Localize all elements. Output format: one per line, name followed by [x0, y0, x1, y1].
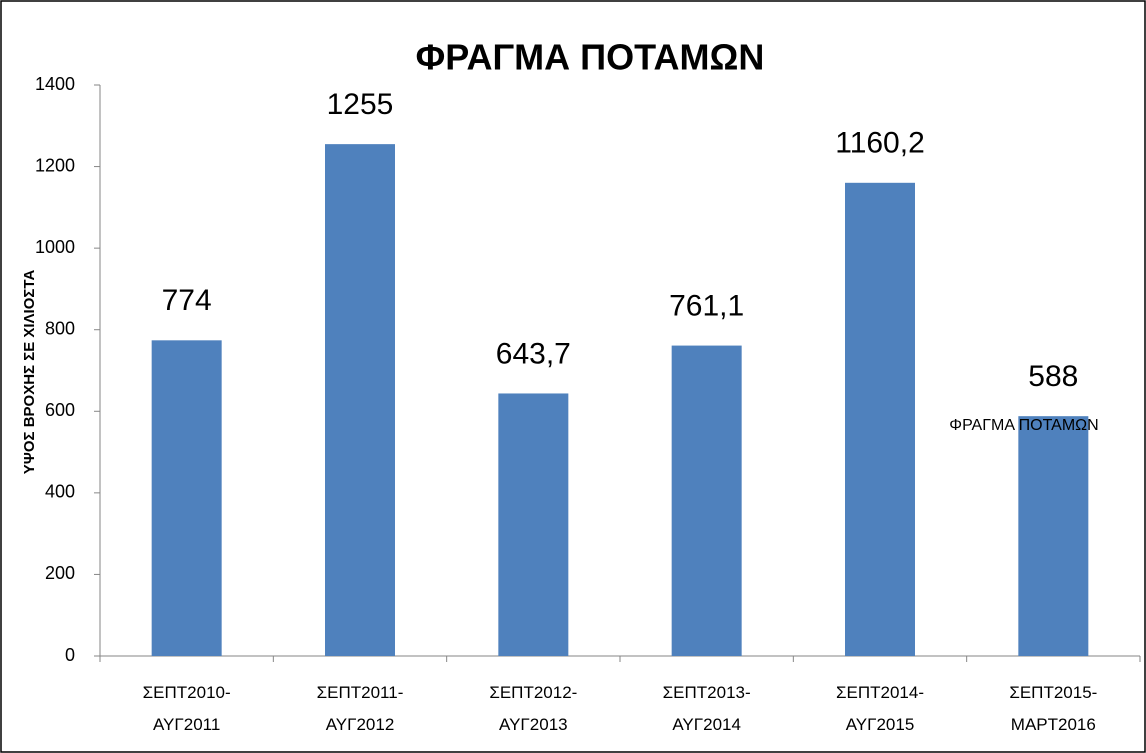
x-tick-label: ΣΕΠΤ2010-ΑΥΓ2011	[143, 683, 231, 734]
data-label: 1255	[327, 88, 394, 121]
y-tick-label: 600	[45, 400, 75, 420]
bar	[845, 182, 915, 656]
x-tick-label: ΣΕΠΤ2011-ΑΥΓ2012	[317, 683, 404, 734]
bar	[325, 144, 395, 656]
legend-label: ΦΡΑΓΜΑ ΠΟΤΑΜΩΝ	[949, 417, 1098, 434]
data-label: 643,7	[496, 337, 571, 370]
bar	[498, 393, 569, 656]
data-label: 1160,2	[835, 127, 925, 160]
x-tick-label: ΣΕΠΤ2012-ΑΥΓ2013	[489, 683, 577, 734]
chart-title: ΦΡΑΓΜΑ ΠΟΤΑΜΩΝ	[416, 37, 765, 78]
y-tick-label: 200	[45, 563, 75, 583]
x-tick-label: ΣΕΠΤ2013-ΑΥΓ2014	[663, 683, 751, 734]
y-tick-label: 0	[65, 645, 75, 665]
y-tick-label: 1000	[35, 237, 75, 257]
x-tick-label: ΣΕΠΤ2015-ΜΑΡΤ2016	[1009, 683, 1097, 734]
data-label: 588	[1028, 360, 1078, 393]
x-tick-label: ΣΕΠΤ2014-ΑΥΓ2015	[836, 683, 924, 734]
y-axis-label: ΥΨΟΣ ΒΡΟΧΗΣ ΣΕ ΧΙΛΙΟΣΤΑ	[21, 270, 38, 475]
y-tick-label: 1400	[35, 74, 75, 94]
y-tick-label: 1200	[35, 155, 75, 175]
y-tick-label: 400	[45, 482, 75, 502]
bar	[671, 345, 742, 656]
bar	[151, 340, 222, 656]
data-label: 761,1	[669, 290, 744, 323]
data-label: 774	[162, 284, 212, 317]
bar	[1018, 416, 1089, 656]
y-tick-label: 800	[45, 318, 75, 338]
